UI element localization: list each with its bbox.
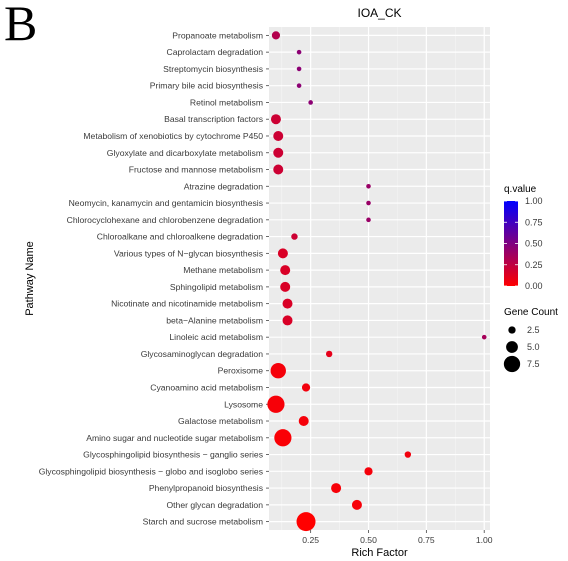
pathway-label: Other glycan degradation — [166, 500, 263, 510]
pathway-label: Glycosphingolipid biosynthesis − globo a… — [39, 466, 263, 476]
pathway-label: Glycosaminoglycan degradation — [141, 349, 264, 359]
pathway-label: Various types of N−glycan biosynthesis — [114, 248, 263, 258]
size-legend-label: 5.0 — [527, 342, 540, 352]
grid-lines — [269, 27, 490, 530]
pathway-label: Propanoate metabolism — [172, 30, 263, 40]
colorbar-tick-label: 0.50 — [525, 239, 543, 249]
pathway-label: Methane metabolism — [183, 265, 263, 275]
data-point — [301, 383, 311, 392]
pathway-label: Chloroalkane and chloroalkene degradatio… — [97, 232, 263, 242]
data-point — [277, 248, 288, 259]
pathway-label: Sphingolipid metabolism — [170, 282, 263, 292]
pathway-label: Glycosphingolipid biosynthesis − ganglio… — [83, 450, 263, 460]
x-tick-label: 0.50 — [360, 535, 377, 545]
pathway-label: Phenylpropanoid biosynthesis — [149, 483, 263, 493]
panel-label: B — [4, 0, 38, 51]
gene-count-legend-items: 2.5 5.0 7.5 — [503, 325, 540, 373]
data-point — [351, 499, 362, 510]
pathway-label: Galactose metabolism — [178, 416, 263, 426]
pathway-label: Caprolactam degradation — [167, 47, 264, 57]
size-legend-dot — [508, 326, 516, 334]
q-value-legend: q.value 1.00 0.75 0.50 0.25 0.00 — [504, 184, 543, 291]
pathway-label: Starch and sucrose metabolism — [143, 517, 263, 527]
x-tick-label: 0.25 — [302, 535, 319, 545]
pathway-label: Retinol metabolism — [190, 97, 263, 107]
data-point — [280, 281, 291, 292]
pathway-label: Basal transcription factors — [164, 114, 263, 124]
pathway-label: Amino sugar and nucleotide sugar metabol… — [86, 433, 263, 443]
pathway-label: Nicotinate and nicotinamide metabolism — [111, 299, 263, 309]
data-point — [270, 363, 286, 379]
data-point — [366, 183, 371, 189]
colorbar-tick-label: 0.25 — [525, 260, 543, 270]
q-value-ticks: 1.00 0.75 0.50 0.25 0.00 — [504, 196, 543, 291]
data-points — [267, 31, 487, 532]
q-value-legend-title: q.value — [504, 184, 537, 195]
data-point — [308, 100, 313, 105]
size-legend-label: 7.5 — [527, 359, 540, 369]
x-axis-title: Rich Factor — [351, 547, 408, 559]
pathway-label: Linoleic acid metabolism — [169, 332, 263, 342]
data-point — [366, 200, 371, 206]
gene-count-legend-title: Gene Count — [504, 307, 558, 318]
x-tick-labels: 0.25 0.50 0.75 1.00 — [302, 530, 493, 545]
data-point — [296, 512, 316, 532]
pathway-label: Fructose and mannose metabolism — [129, 165, 263, 175]
data-point — [280, 265, 291, 276]
data-point — [291, 233, 298, 240]
pathway-labels: Propanoate metabolism Caprolactam degrada… — [39, 30, 269, 527]
data-point — [270, 114, 281, 125]
x-tick-label: 0.75 — [418, 535, 435, 545]
size-legend-label: 2.5 — [527, 325, 540, 335]
data-point — [271, 31, 281, 40]
pathway-label: Atrazine degradation — [184, 181, 264, 191]
x-tick-label: 1.00 — [476, 535, 493, 545]
colorbar-tick-label: 0.75 — [525, 217, 543, 227]
pathway-label: Streptomycin biosynthesis — [163, 64, 263, 74]
pathway-label: Chlorocyclohexane and chlorobenzene degr… — [67, 215, 264, 225]
data-point — [296, 49, 302, 55]
data-point — [298, 416, 309, 427]
pathway-label: Peroxisome — [218, 366, 264, 376]
plot-panel — [269, 27, 490, 530]
pathway-label: Lysosome — [224, 399, 263, 409]
data-point — [404, 451, 412, 458]
pathway-label: Primary bile acid biosynthesis — [150, 81, 263, 91]
data-point — [296, 66, 302, 72]
data-point — [366, 217, 371, 223]
data-point — [267, 395, 285, 413]
pathway-label: Metabolism of xenobiotics by cytochrome … — [83, 131, 263, 141]
data-point — [364, 467, 373, 476]
data-point — [274, 429, 292, 447]
data-point — [296, 83, 302, 88]
data-point — [331, 483, 342, 494]
y-axis-title: Pathway Name — [24, 241, 36, 316]
gene-count-legend: Gene Count 2.5 5.0 7.5 — [503, 307, 558, 373]
data-point — [273, 130, 284, 141]
size-legend-dot — [506, 341, 518, 353]
data-point — [282, 315, 293, 326]
pathway-label: Glyoxylate and dicarboxylate metabolism — [107, 148, 263, 158]
chart-title: IOA_CK — [357, 6, 401, 20]
pathway-label: Cyanoamino acid metabolism — [150, 382, 263, 392]
pathway-label: Neomycin, kanamycin and gentamicin biosy… — [69, 198, 263, 208]
colorbar-tick-label: 1.00 — [525, 196, 543, 206]
data-point — [325, 350, 333, 358]
colorbar-tick-label: 0.00 — [525, 281, 543, 291]
data-point — [273, 147, 284, 158]
q-value-colorbar — [504, 201, 518, 286]
size-legend-dot — [503, 355, 521, 373]
data-point — [273, 164, 284, 175]
pathway-label: beta−Alanine metabolism — [166, 315, 263, 325]
data-point — [481, 334, 487, 340]
data-point — [282, 298, 293, 309]
